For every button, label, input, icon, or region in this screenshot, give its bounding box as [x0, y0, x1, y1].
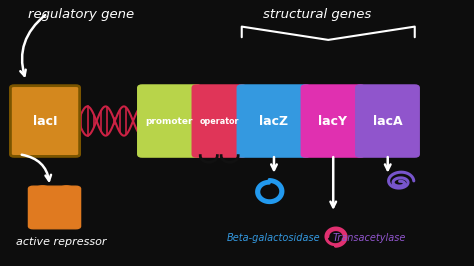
FancyBboxPatch shape: [193, 86, 246, 156]
FancyBboxPatch shape: [238, 86, 310, 156]
FancyBboxPatch shape: [302, 86, 364, 156]
Circle shape: [35, 186, 50, 194]
Text: structural genes: structural genes: [264, 8, 372, 21]
Text: lacI: lacI: [33, 115, 57, 127]
Text: Beta-galactosidase: Beta-galactosidase: [227, 233, 321, 243]
Text: promoter: promoter: [146, 117, 193, 126]
Text: operator: operator: [200, 117, 239, 126]
Text: Transacetylase: Transacetylase: [333, 233, 406, 243]
FancyBboxPatch shape: [356, 86, 419, 156]
Circle shape: [59, 186, 74, 194]
FancyBboxPatch shape: [10, 86, 80, 156]
Text: active repressor: active repressor: [17, 237, 107, 247]
Text: regulatory gene: regulatory gene: [27, 8, 134, 21]
Text: lacZ: lacZ: [259, 115, 288, 127]
Text: lacY: lacY: [319, 115, 347, 127]
Text: lacA: lacA: [373, 115, 402, 127]
FancyBboxPatch shape: [138, 86, 201, 156]
FancyBboxPatch shape: [28, 186, 81, 229]
